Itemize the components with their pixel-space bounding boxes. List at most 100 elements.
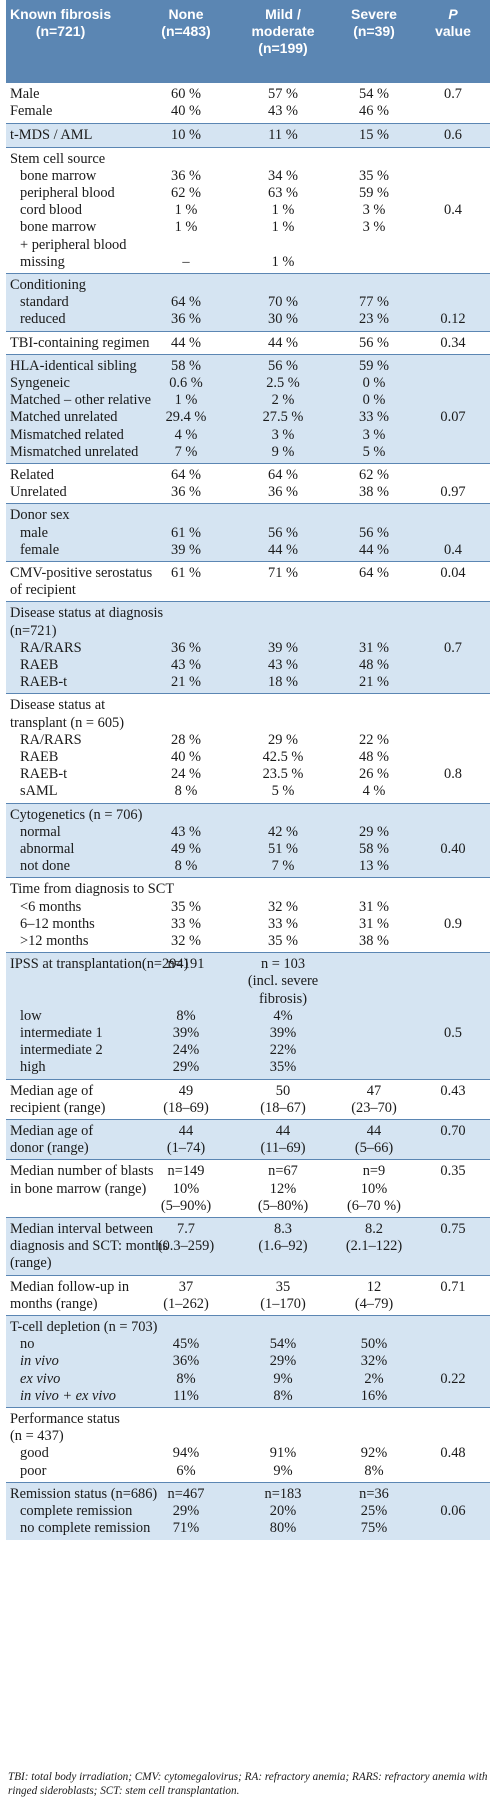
header-line: None [168,6,204,22]
cell-mild-moderate: 54% [269,1336,297,1353]
cell-none: 44 [178,1123,194,1139]
cell-mild-moderate: 22% [269,1042,297,1059]
cell-none: (1–74) [166,1140,206,1157]
row-group: Disease status at diagnosis (n=721) RA/RAR… [6,601,490,695]
cell-none: 0.6 % [169,374,203,391]
row-label: Male [10,86,40,102]
cell-none: 61 % [171,565,201,581]
cell-severe: 64 % [359,565,389,581]
cell-mild-moderate: 44 % [268,334,298,351]
cell-mild-moderate: 7 % [271,858,295,875]
cell-mild-moderate: 39% [269,1024,297,1041]
row-label: Median number of blasts [10,1163,154,1180]
row-group: t-MDS / AML 10 % 11 % 15 % 0.6 [6,123,490,148]
row-label: of recipient [10,582,76,599]
cell-none: 11% [173,1387,199,1404]
cell-p-value: 0.4 [444,202,462,219]
cell-mild-moderate: 9 % [271,443,295,460]
cell-severe: 62 % [359,467,389,483]
header-none: None (n=483) [146,6,226,40]
cell-severe: (5–66) [354,1140,394,1157]
cell-none: 4 % [174,426,198,443]
row-label: abnormal [20,840,75,857]
header-known-fibrosis: Known fibrosis (n=721) [10,6,111,40]
cell-none: 28 % [171,731,201,748]
row-label: sAML [20,783,58,800]
cell-mild-moderate: 12% [269,1180,297,1197]
cell-none: 35 % [171,898,201,915]
row-label: in bone marrow (range) [10,1180,147,1197]
row-label: t-MDS / AML [10,127,93,144]
cell-none: 49 % [171,840,201,857]
row-label: Remission status (n=686) [10,1485,158,1502]
cell-severe: 26 % [359,766,389,783]
cell-severe: 38 % [359,932,389,949]
cell-none: 7.7 [177,1221,195,1237]
header-line: P [448,6,458,22]
row-label: Donor sex [10,507,70,524]
cell-severe: 0 % [362,392,386,409]
row-label: 6–12 months [20,915,95,932]
cell-mild-moderate: (11–69) [260,1140,306,1157]
cell-none: 39% [172,1024,200,1041]
cell-none: (1–262) [163,1295,209,1312]
row-group: HLA-identical sibling 58 % 56 % 59 % Syngene… [6,353,490,464]
cell-severe: 48 % [359,656,389,673]
cell-mild-moderate: 20% [269,1502,297,1519]
row-label: months (range) [10,1295,98,1312]
header-severe: Severe (n=39) [334,6,414,40]
cell-mild-moderate: 50 [275,1082,291,1099]
cell-none: (18–69) [163,1099,209,1116]
row-group: IPSS at transplantation(n=294) n=191 n = 1… [6,952,490,1080]
row-label: Stem cell source [10,150,106,167]
cell-severe: 29 % [359,823,389,840]
row-group: Stem cell source bone marrow 36 % 34 % 35 % p… [6,146,490,274]
row-label: Cytogenetics (n = 706) [10,806,143,823]
cell-none: 39 % [171,541,201,558]
cell-mild-moderate: 11 % [268,127,298,144]
row-label: <6 months [20,898,82,915]
cell-mild-moderate: 57 % [268,86,298,102]
cell-none: 10 % [171,127,201,144]
cell-severe: 50% [360,1336,388,1353]
cell-none: 29% [172,1502,200,1519]
cell-none: 36 % [171,639,201,656]
table-footnote: TBI: total body irradiation; CMV: cytome… [8,1771,488,1797]
cell-p-value: 0.7 [444,86,462,102]
row-label: Mismatched related [10,426,124,443]
cell-severe: 13 % [359,858,389,875]
cell-mild-moderate: 23.5 % [262,766,304,783]
cell-mild-moderate: 70 % [268,294,298,311]
row-label: T-cell depletion (n = 703) [10,1319,158,1335]
cell-none: 8 % [174,858,198,875]
cell-mild-moderate: 35% [269,1059,297,1076]
cell-mild-moderate: 35 % [268,932,298,949]
row-group: CMV-positive serostatus 61 % 71 % 64 % 0.04 o… [6,561,490,602]
cell-none: 10% [172,1180,200,1197]
cell-severe: 59 % [359,357,389,374]
cell-p-value: 0.22 [440,1370,466,1387]
cell-mild-moderate: 56 % [268,524,298,541]
cell-none: 32 % [171,932,201,949]
row-label: reduced [20,311,66,328]
cell-p-value: 0.34 [440,334,466,351]
row-label: no complete remission [20,1520,151,1537]
cell-mild-moderate: 71 % [268,565,298,581]
row-label: IPSS at transplantation(n=294) [10,956,189,973]
cell-mild-moderate: 91% [269,1445,297,1462]
cell-mild-moderate: 1 % [271,253,295,270]
row-label: Median age of [10,1123,94,1139]
row-label: peripheral blood [20,184,115,201]
cell-mild-moderate: 9% [273,1462,293,1479]
cell-severe: 32% [360,1353,388,1370]
cell-mild-moderate: 80% [269,1520,297,1537]
cell-none: 71% [172,1520,200,1537]
cell-none: (5–90%) [160,1197,212,1214]
cell-p-value: 0.71 [440,1278,466,1295]
cell-mild-moderate: (18–67) [260,1099,306,1116]
row-label: RAEB-t [20,674,68,691]
cell-none: 36% [172,1353,200,1370]
cell-severe: 47 [366,1082,382,1099]
row-group: T-cell depletion (n = 703) no 45% 54% 50% in … [6,1315,490,1408]
row-label: (n=721) [10,622,57,639]
